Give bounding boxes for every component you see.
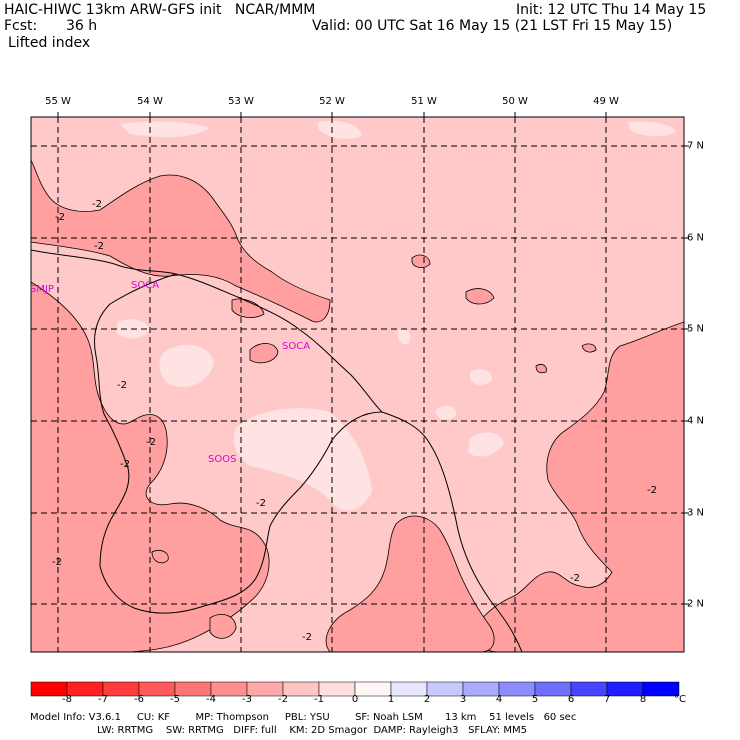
lon-label: 51 W — [411, 96, 437, 107]
lat-label: 3 N — [687, 507, 705, 519]
colorbar-swatch — [462, 681, 500, 697]
colorbar-tick: -3 — [242, 694, 252, 705]
valid-time: Valid: 00 UTC Sat 16 May 15 (21 LST Fri … — [312, 18, 673, 34]
colorbar-tick: -1 — [314, 694, 324, 705]
contour-label: -2 — [302, 632, 312, 643]
contour-label: -2 — [256, 498, 266, 509]
frame-ticks — [57, 112, 689, 605]
colorbar-tick: 4 — [495, 694, 503, 705]
forecast-hour: 36 h — [66, 18, 98, 34]
colorbar-tick: 3 — [459, 694, 467, 705]
init-time: Init: 12 UTC Thu 14 May 15 — [516, 2, 707, 18]
station-label: SOCA — [282, 341, 311, 352]
contour-label: -2 — [52, 557, 62, 568]
contour-label: -2 — [120, 459, 130, 470]
colorbar-tick: 6 — [567, 694, 575, 705]
colorbar-swatch — [354, 681, 392, 697]
contour-label: -2 — [146, 437, 156, 448]
colorbar-tick: 0 — [351, 694, 359, 705]
field-name: Lifted index — [8, 35, 91, 51]
colorbar-swatch — [570, 681, 608, 697]
colorbar-tick: -5 — [170, 694, 180, 705]
lat-label: 2 N — [687, 598, 705, 610]
contour-label: -2 — [117, 380, 127, 391]
colorbar-tick: 7 — [603, 694, 611, 705]
contour-label: -2 — [570, 573, 580, 584]
colorbar-tick: 1 — [387, 694, 395, 705]
model-info-line1: Model Info: V3.6.1 CU: KF MP: Thompson P… — [30, 712, 577, 723]
lon-label: 53 W — [228, 96, 254, 107]
lon-label: 55 W — [45, 96, 71, 107]
lat-label: 6 N — [687, 232, 705, 244]
colorbar-tick: -8 — [62, 694, 72, 705]
colorbar-swatch — [426, 681, 464, 697]
lon-label: 52 W — [319, 96, 345, 107]
colorbar — [30, 681, 680, 697]
lon-label: 50 W — [502, 96, 528, 107]
lat-label: 4 N — [687, 415, 705, 427]
colorbar-tick: 2 — [423, 694, 431, 705]
colorbar-swatch — [642, 681, 680, 697]
contour-label: -2 — [647, 485, 657, 496]
contour-label: -2 — [92, 199, 102, 210]
lat-label: 5 N — [687, 323, 705, 335]
colorbar-tick: -7 — [98, 694, 108, 705]
station-label: SOOS — [208, 454, 237, 465]
colorbar-tick: -4 — [206, 694, 216, 705]
station-label: SOCA — [131, 280, 160, 291]
lat-label: 7 N — [687, 140, 705, 152]
forecast-label: Fcst: — [4, 18, 38, 34]
contour-label: -2 — [55, 212, 65, 223]
lon-label: 49 W — [593, 96, 619, 107]
colorbar-tick: -2 — [278, 694, 288, 705]
colorbar-swatch — [534, 681, 572, 697]
colorbar-swatch — [498, 681, 536, 697]
coastline — [31, 249, 523, 652]
colorbar-swatch — [318, 681, 356, 697]
colorbar-tick: 8 — [639, 694, 647, 705]
lat-lon-grid — [31, 117, 684, 652]
colorbar-tick: 5 — [531, 694, 539, 705]
contour-label: -2 — [94, 241, 104, 252]
colorbar-unit: °C — [674, 694, 686, 705]
colorbar-swatch — [606, 681, 644, 697]
model-info-line2: LW: RRTMG SW: RRTMG DIFF: full KM: 2D Sm… — [97, 725, 527, 736]
map-frame — [30, 116, 685, 653]
plot-title: HAIC-HIWC 13km ARW-GFS init NCAR/MMM — [4, 2, 316, 18]
station-label: SMJP — [30, 284, 54, 295]
colorbar-swatch — [390, 681, 428, 697]
colorbar-tick: -6 — [134, 694, 144, 705]
lon-label: 54 W — [137, 96, 163, 107]
